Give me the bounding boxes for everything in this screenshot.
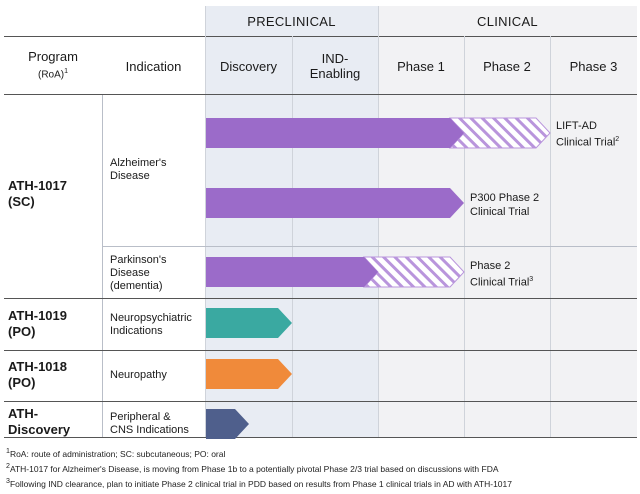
program-ath-1019-name: ATH-1019 <box>8 308 68 323</box>
discovery-header-label: Discovery <box>219 58 278 74</box>
phase1-column-header: Phase 1 <box>378 38 464 94</box>
program-ath-1018-name: ATH-1018 <box>8 359 68 374</box>
program-ath-1018: ATH-1018 (PO) <box>8 359 67 391</box>
program-header-sub: (RoA) <box>37 69 65 81</box>
program-ath-1017-name: ATH-1017 <box>8 178 68 193</box>
footnote-3-text: Following IND clearance, plan to initiat… <box>9 478 512 489</box>
caption-p300-line2: Clinical Trial <box>470 206 530 218</box>
program-ath-discovery-name: ATH- <box>8 406 39 421</box>
footnote-2-text: ATH-1017 for Alzheimer's Disease, is mov… <box>9 463 499 474</box>
caption-pdd-line1: Phase 2 <box>470 260 511 272</box>
clinical-label: CLINICAL <box>477 13 538 29</box>
indication-alzheimers-line2: Disease <box>110 170 150 182</box>
program-header-label: Program <box>28 49 78 65</box>
bar-1-0-0-progress-arrow <box>206 308 292 338</box>
preclinical-header: PRECLINICAL <box>205 6 378 36</box>
caption-p300-line1: P300 Phase 2 <box>470 192 540 204</box>
footnotes: 1RoA: route of administration; SC: subcu… <box>6 445 636 489</box>
bar-2-0-0-progress-arrow <box>206 359 292 389</box>
phase1-header-label: Phase 1 <box>397 58 445 74</box>
footnote-3: 3Following IND clearance, plan to initia… <box>6 475 636 490</box>
ind-header-line2: Enabling <box>309 66 361 81</box>
indication-peripheral-cns-line2: CNS Indications <box>110 424 189 436</box>
indication-alzheimers-line1: Alzheimer's <box>110 157 167 169</box>
caption-p300: P300 Phase 2 Clinical Trial <box>470 191 539 219</box>
indication-parkinsons: Parkinson's Disease (dementia) <box>110 254 167 293</box>
program-ath-1017-roa: (SC) <box>8 194 35 209</box>
program-ath-1018-roa: (PO) <box>8 375 36 390</box>
phase3-header-label: Phase 3 <box>569 58 618 74</box>
caption-lift-ad-line1: LIFT-AD <box>556 120 597 132</box>
indication-neuropathy-line1: Neuropathy <box>110 369 167 381</box>
preclinical-label: PRECLINICAL <box>247 13 336 29</box>
indication-column-header: Indication <box>102 38 205 94</box>
caption-pdd-phase2: Phase 2 Clinical Trial3 <box>470 259 533 290</box>
indication-alzheimers: Alzheimer's Disease <box>110 157 167 183</box>
caption-pdd-line2: Clinical Trial <box>470 276 530 289</box>
bar-0-0-1-progress-arrow <box>206 188 464 218</box>
indication-neuropsychiatric-line2: Indications <box>110 325 163 337</box>
caption-lift-ad-line2: Clinical Trial <box>556 136 616 149</box>
bar-0-1-0-planned-segment <box>362 256 465 288</box>
indication-peripheral-cns-line1: Peripheral & <box>110 411 171 423</box>
footnote-1-sup: 1 <box>6 447 10 455</box>
indication-header-label: Indication <box>125 58 182 74</box>
ind-header-line1: IND- <box>321 51 349 66</box>
program-ath-1019-roa: (PO) <box>8 324 36 339</box>
ind-enabling-column-header: IND- Enabling <box>292 38 378 94</box>
indication-parkinsons-line1: Parkinson's <box>110 254 167 266</box>
clinical-header: CLINICAL <box>378 6 637 36</box>
bar-0-0-0-progress-arrow <box>206 118 464 148</box>
bar-0-1-0-progress-arrow <box>206 257 378 287</box>
phase2-column-header: Phase 2 <box>464 38 550 94</box>
program-ath-discovery: ATH- Discovery <box>8 406 70 438</box>
indication-peripheral-cns: Peripheral & CNS Indications <box>110 411 189 437</box>
clinical-band-bg <box>378 6 637 437</box>
program-ath-discovery-roa: Discovery <box>8 422 71 437</box>
phase3-column-header: Phase 3 <box>550 38 637 94</box>
footnote-1-text: RoA: route of administration; SC: subcut… <box>9 448 226 459</box>
bar-0-0-0-planned-segment <box>448 117 551 149</box>
program-header-sup: 1 <box>64 68 69 76</box>
indication-parkinsons-line2: Disease <box>110 267 150 279</box>
footnote-3-sup: 3 <box>6 476 10 485</box>
footnote-2: 2ATH-1017 for Alzheimer's Disease, is mo… <box>6 460 636 475</box>
bar-3-0-0-progress-arrow <box>206 409 249 439</box>
footnote-2-sup: 2 <box>6 461 10 470</box>
program-ath-1019: ATH-1019 (PO) <box>8 308 67 340</box>
indication-neuropsychiatric-line1: Neuropsychiatric <box>110 312 192 324</box>
caption-lift-ad-sup: 2 <box>615 136 620 143</box>
indication-parkinsons-line3: (dementia) <box>110 280 163 292</box>
discovery-column-header: Discovery <box>205 38 292 94</box>
phase2-header-label: Phase 2 <box>483 58 531 74</box>
indication-neuropsychiatric: Neuropsychiatric Indications <box>110 312 192 338</box>
footnote-1: 1RoA: route of administration; SC: subcu… <box>6 445 636 460</box>
program-ath-1017: ATH-1017 (SC) <box>8 178 67 210</box>
caption-pdd-sup: 3 <box>529 276 534 283</box>
program-column-header: Program (RoA)1 <box>4 38 102 94</box>
indication-neuropathy: Neuropathy <box>110 369 167 382</box>
caption-lift-ad: LIFT-AD Clinical Trial2 <box>556 119 619 150</box>
